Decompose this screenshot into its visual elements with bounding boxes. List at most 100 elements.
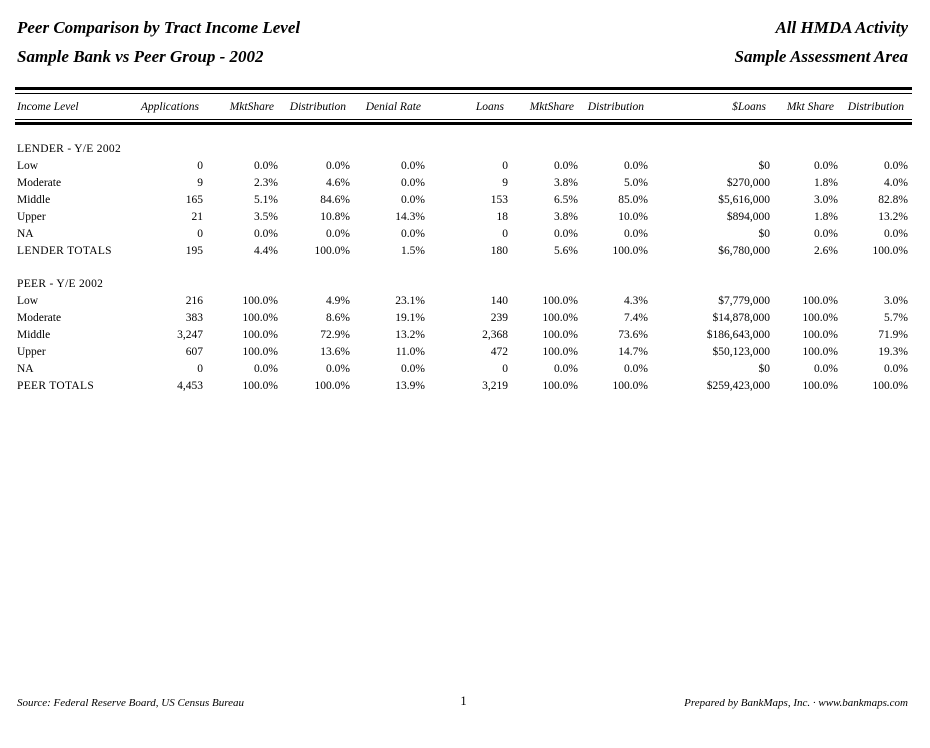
table-cell: 0.0% (884, 160, 908, 172)
table-cell: 0 (502, 228, 508, 240)
table-cell: 100.0% (542, 295, 578, 307)
footer-source: Source: Federal Reserve Board, US Census… (17, 697, 244, 709)
table-cell: 0 (197, 228, 203, 240)
table-cell: 4.0% (884, 177, 908, 189)
column-header-denial-rate: Denial Rate (365, 100, 421, 113)
table-cell: 100.0% (242, 312, 278, 324)
column-header-mktshare-apps: MktShare (229, 100, 274, 113)
totals-row: PEER TOTALS 4,453 100.0% 100.0% 13.9% 3,219 10… (15, 378, 912, 395)
table-row: Moderate 383 100.0% 8.6% 19.1% 239 100.0% 7.4% $… (15, 310, 912, 327)
column-header-mktshare-dollars: Mkt Share (786, 100, 834, 113)
table-cell: 4.4% (254, 245, 278, 257)
row-label: NA (17, 228, 34, 240)
table-cell: 8.6% (326, 312, 350, 324)
table-cell: 153 (490, 194, 508, 206)
table-cell: 19.3% (878, 346, 908, 358)
table-cell: 0.0% (401, 228, 425, 240)
table-cell: 23.1% (395, 295, 425, 307)
table-cell: 100.0% (314, 380, 350, 392)
table-cell: 383 (185, 312, 203, 324)
table-cell: 3,247 (177, 329, 203, 341)
table-wrap: Income Level Applications MktShare Distr… (15, 87, 912, 395)
table-cell: 2.6% (814, 245, 838, 257)
section-label: LENDER - Y/E 2002 (17, 143, 122, 155)
table-cell: $7,779,000 (718, 295, 770, 307)
table-cell: 71.9% (878, 329, 908, 341)
table-cell: 2,368 (482, 329, 508, 341)
table-cell: $186,643,000 (706, 329, 770, 341)
peer-comparison-table: Income Level Applications MktShare Distr… (15, 87, 912, 395)
table-cell: 9 (502, 177, 508, 189)
table-cell: $0 (758, 160, 771, 172)
row-label: Low (17, 295, 39, 307)
table-cell: 0.0% (326, 160, 350, 172)
table-cell: 3.8% (554, 211, 578, 223)
report-header-right: All HMDA Activity Sample Assessment Area (735, 13, 908, 71)
page-number: 1 (460, 694, 467, 708)
report-activity-label: All HMDA Activity (775, 18, 908, 37)
row-label: PEER TOTALS (17, 380, 95, 392)
table-cell: 100.0% (242, 295, 278, 307)
table-cell: 4.6% (326, 177, 350, 189)
table-cell: $0 (758, 363, 771, 375)
table-cell: 100.0% (802, 312, 838, 324)
table-row: Upper 21 3.5% 10.8% 14.3% 18 3.8% 10.0% $894,000… (15, 209, 912, 226)
row-label: Moderate (17, 177, 62, 189)
table-row: NA 0 0.0% 0.0% 0.0% 0 0.0% 0.0% $0 0.0% 0.0% (15, 226, 912, 243)
table-cell: 100.0% (872, 380, 908, 392)
table-cell: 10.8% (320, 211, 350, 223)
table-cell: 84.6% (320, 194, 350, 206)
table-cell: 18 (496, 211, 509, 223)
table-cell: 19.1% (395, 312, 425, 324)
table-cell: 85.0% (618, 194, 648, 206)
table-cell: 0.0% (401, 177, 425, 189)
table-cell: 100.0% (542, 329, 578, 341)
table-cell: 13.9% (395, 380, 425, 392)
table-cell: 0 (502, 363, 508, 375)
table-cell: 0.0% (624, 160, 648, 172)
column-header-mktshare-loans: MktShare (529, 100, 574, 113)
table-cell: 607 (185, 346, 203, 358)
column-header-applications: Applications (140, 100, 199, 113)
table-cell: 0.0% (624, 228, 648, 240)
table-cell: $6,780,000 (718, 245, 770, 257)
table-cell: 180 (490, 245, 508, 257)
table-cell: 0.0% (326, 363, 350, 375)
row-label: Middle (17, 329, 51, 341)
table-cell: 0.0% (401, 194, 425, 206)
table-cell: 13.6% (320, 346, 350, 358)
section-row: PEER - Y/E 2002 (15, 260, 912, 293)
table-cell: 2.3% (254, 177, 278, 189)
table-cell: 100.0% (872, 245, 908, 257)
report-area-label: Sample Assessment Area (734, 47, 908, 66)
table-cell: 0 (197, 363, 203, 375)
row-label: LENDER TOTALS (17, 245, 112, 257)
table-cell: 0.0% (254, 363, 278, 375)
table-cell: 10.0% (618, 211, 648, 223)
table-cell: 13.2% (878, 211, 908, 223)
table-cell: 0.0% (254, 160, 278, 172)
table-cell: 21 (191, 211, 204, 223)
table-cell: 4.3% (624, 295, 648, 307)
footer-prepared-by: Prepared by BankMaps, Inc. · www.bankmap… (684, 697, 908, 709)
double-rule-bottom (15, 119, 912, 125)
row-label: NA (17, 363, 34, 375)
table-cell: 3.0% (814, 194, 838, 206)
section-label: PEER - Y/E 2002 (17, 278, 104, 290)
table-cell: 100.0% (802, 329, 838, 341)
report-title: Peer Comparison by Tract Income Level (17, 18, 301, 37)
table-cell: 5.1% (254, 194, 278, 206)
table-cell: 195 (185, 245, 203, 257)
table-cell: 0.0% (401, 363, 425, 375)
table-cell: 5.6% (554, 245, 578, 257)
table-cell: 0.0% (884, 363, 908, 375)
table-cell: 0.0% (814, 363, 838, 375)
table-cell: $5,616,000 (718, 194, 770, 206)
row-label: Moderate (17, 312, 62, 324)
table-cell: 4.9% (326, 295, 350, 307)
table-row: Middle 3,247 100.0% 72.9% 13.2% 2,368 100.0% 73… (15, 327, 912, 344)
table-cell: 100.0% (802, 346, 838, 358)
table-cell: 5.0% (624, 177, 648, 189)
table-cell: 0.0% (814, 160, 838, 172)
column-header-row: Income Level Applications MktShare Distr… (15, 94, 912, 119)
